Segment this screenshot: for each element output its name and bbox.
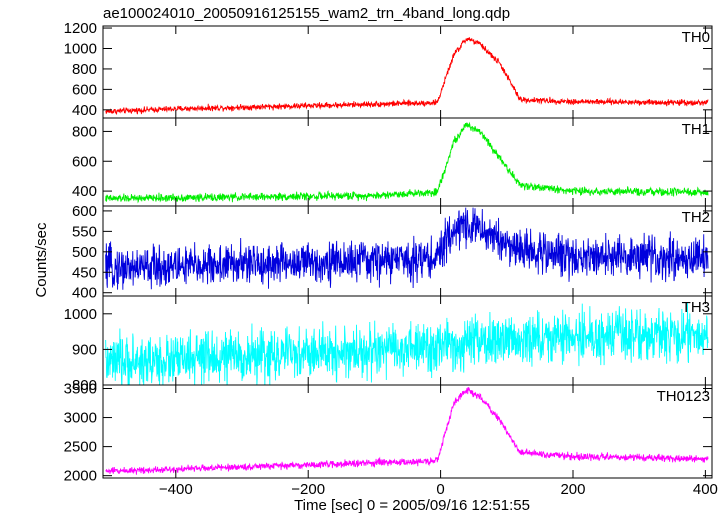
y-tick-label-th0123-3500: 3500 [64,380,97,397]
x-axis-label: Time [sec] 0 = 2005/09/16 12:51:55 [294,497,530,514]
y-tick-label-th3-1000: 1000 [64,306,97,323]
y-tick-label-th0123-2500: 2500 [64,439,97,456]
y-tick-label-th0-1000: 1000 [64,40,97,57]
series-th0123-line [105,386,709,475]
y-axis-label: Counts/sec [33,222,50,298]
y-tick-label-th0123-2000: 2000 [64,468,97,485]
x-tick-label-400: 400 [693,481,718,498]
series-th2-line [105,207,709,290]
x-tick-label--200: −200 [291,481,325,498]
y-tick-label-th0123-3000: 3000 [64,410,97,427]
y-tick-label-th2-500: 500 [72,244,97,261]
x-tick-label--400: −400 [159,481,193,498]
legend-th3: TH3 [682,299,710,316]
series-th3-line [105,302,709,385]
y-tick-label-th0-800: 800 [72,61,97,78]
legend-th0: TH0 [682,29,710,46]
y-tick-label-th2-550: 550 [72,223,97,240]
chart-title: ae100024010_20050916125155_wam2_trn_4ban… [103,5,510,22]
series-th0-line [105,37,709,115]
y-tick-label-th3-800: 800 [72,377,97,394]
x-tick-label-200: 200 [560,481,585,498]
y-tick-label-th1-600: 600 [72,153,97,170]
series-th1-line [105,121,709,204]
y-tick-label-th0-600: 600 [72,81,97,98]
y-tick-label-th2-600: 600 [72,203,97,220]
legend-th0123: TH0123 [657,388,710,405]
panel-th0123-frame [102,384,713,479]
y-tick-label-th2-400: 400 [72,285,97,302]
legend-th1: TH1 [682,121,710,138]
y-tick-label-th0-400: 400 [72,102,97,119]
x-tick-label-0: 0 [436,481,444,498]
y-tick-label-th1-400: 400 [72,183,97,200]
panels-group: 400 600 800 1000 1200 TH0 400 600 800 TH1 400 450 50… [64,20,718,498]
y-tick-label-th2-450: 450 [72,264,97,281]
y-tick-label-th0-1200: 1200 [64,20,97,37]
y-tick-label-th1-800: 800 [72,123,97,140]
y-tick-label-th3-900: 900 [72,341,97,358]
legend-th2: TH2 [682,209,710,226]
